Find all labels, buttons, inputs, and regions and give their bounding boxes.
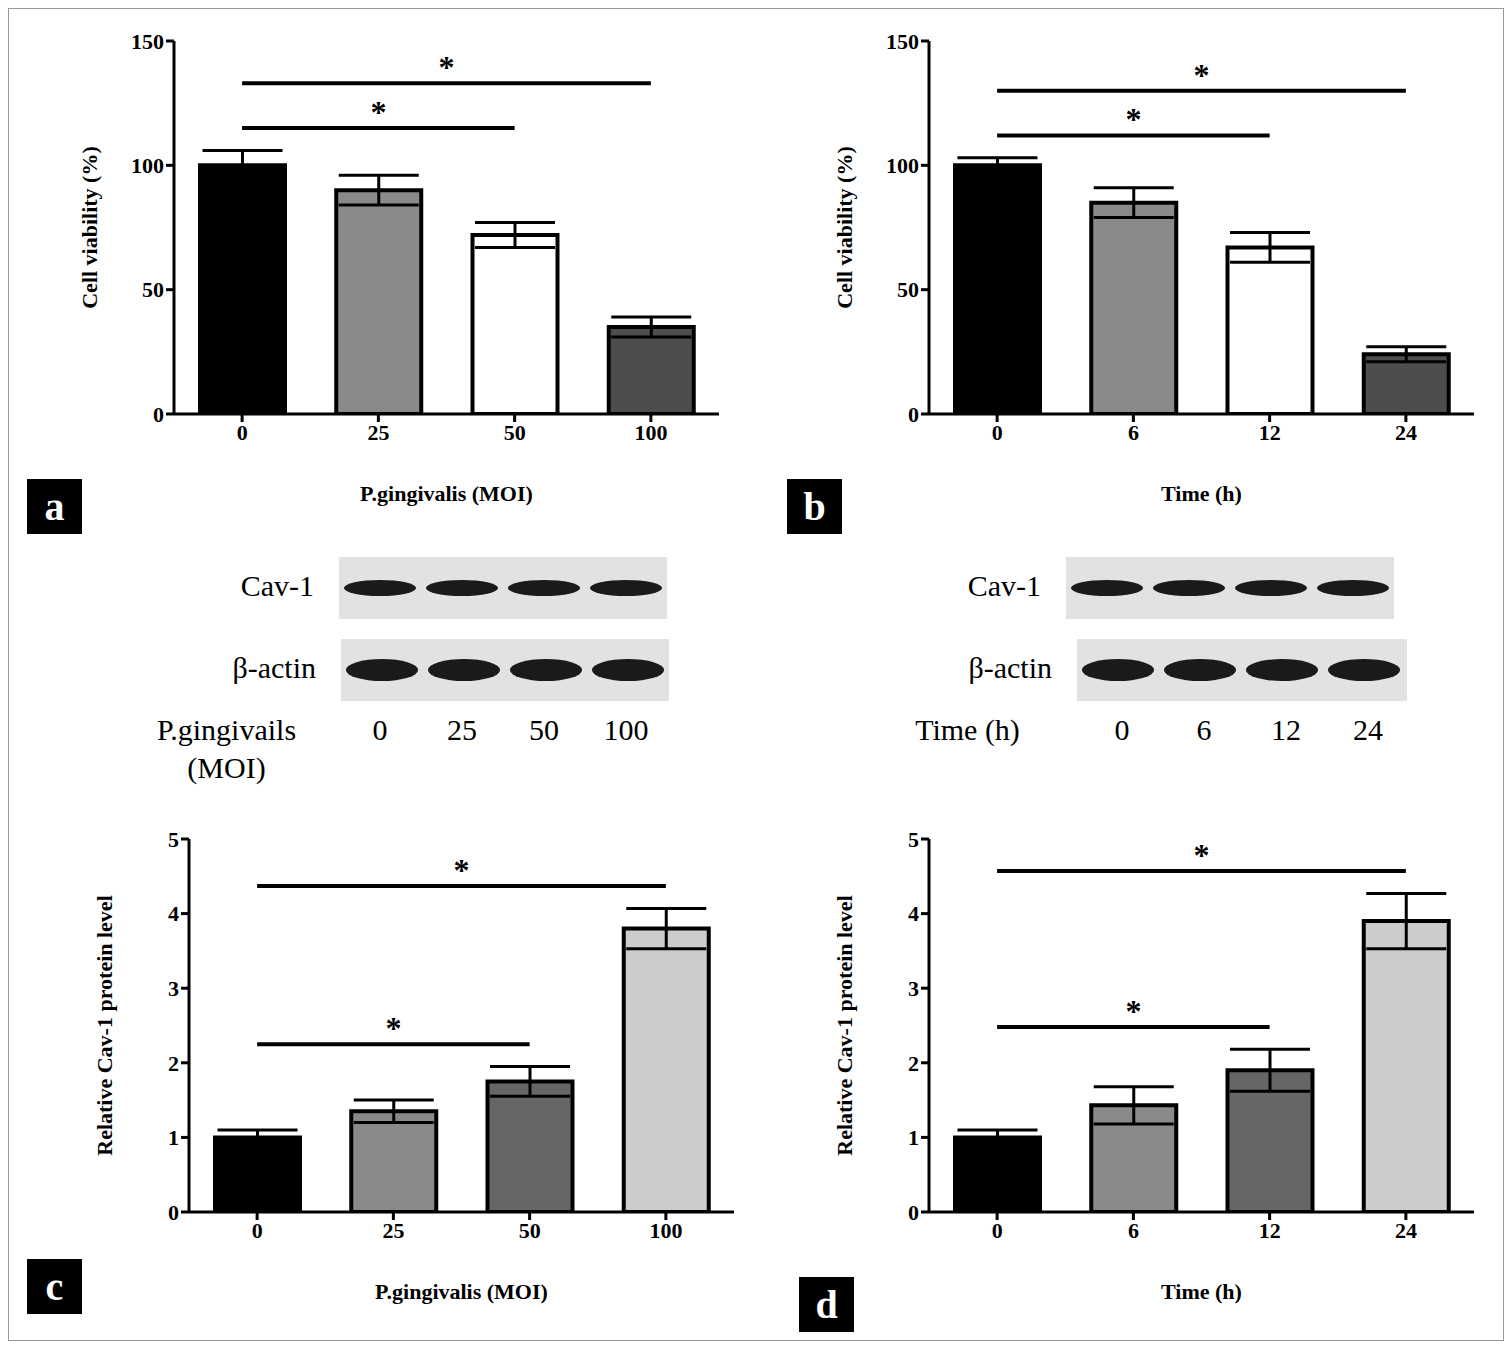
svg-text:P.gingivalis (MOI): P.gingivalis (MOI) <box>375 1279 548 1304</box>
html-text:(MOI): (MOI) <box>187 751 266 784</box>
html-text:b: b <box>803 484 826 529</box>
svg-text:150: 150 <box>131 29 164 54</box>
svg-text:*: * <box>439 49 455 85</box>
html-text:Time (h): Time (h) <box>915 713 1020 746</box>
html-text:50: 50 <box>529 713 559 746</box>
svg-text:50: 50 <box>142 277 164 302</box>
svg-text:Relative Cav-1 protein level: Relative Cav-1 protein level <box>92 895 117 1155</box>
html-text:0: 0 <box>372 713 388 746</box>
html-text:d: d <box>815 1282 838 1327</box>
svg-text:100: 100 <box>649 1218 682 1243</box>
svg-text:1: 1 <box>168 1125 179 1150</box>
svg-text:0: 0 <box>992 420 1003 445</box>
html-text:100: 100 <box>603 713 649 746</box>
svg-text:0: 0 <box>153 402 164 427</box>
svg-text:4: 4 <box>168 901 179 926</box>
svg-text:6: 6 <box>1128 1218 1139 1243</box>
svg-text:24: 24 <box>1395 420 1417 445</box>
svg-text:Time (h): Time (h) <box>1161 481 1242 506</box>
svg-text:0: 0 <box>908 1200 919 1225</box>
svg-text:1: 1 <box>908 1125 919 1150</box>
html-text:6: 6 <box>1196 713 1212 746</box>
svg-text:*: * <box>454 852 470 888</box>
html-text:24: 24 <box>1353 713 1383 746</box>
svg-text:100: 100 <box>634 420 667 445</box>
svg-text:0: 0 <box>237 420 248 445</box>
html-text:25: 25 <box>447 713 477 746</box>
svg-text:50: 50 <box>519 1218 541 1243</box>
svg-text:*: * <box>1194 837 1210 873</box>
html-text:β-actin: β-actin <box>232 651 316 684</box>
svg-text:3: 3 <box>168 976 179 1001</box>
html-text:12: 12 <box>1271 713 1301 746</box>
svg-text:*: * <box>1125 993 1141 1029</box>
svg-text:5: 5 <box>908 827 919 852</box>
svg-text:Cell viability (%): Cell viability (%) <box>832 146 857 309</box>
svg-text:12: 12 <box>1259 420 1281 445</box>
html-text:Cav-1: Cav-1 <box>967 569 1041 602</box>
svg-text:12: 12 <box>1259 1218 1281 1243</box>
html-text:Cav-1: Cav-1 <box>240 569 314 602</box>
svg-text:*: * <box>1194 57 1210 93</box>
svg-text:2: 2 <box>908 1051 919 1076</box>
svg-text:3: 3 <box>908 976 919 1001</box>
svg-text:P.gingivalis (MOI): P.gingivalis (MOI) <box>360 481 533 506</box>
svg-text:50: 50 <box>504 420 526 445</box>
html-text:β-actin: β-actin <box>968 651 1052 684</box>
svg-text:0: 0 <box>252 1218 263 1243</box>
svg-text:24: 24 <box>1395 1218 1417 1243</box>
svg-text:4: 4 <box>908 901 919 926</box>
svg-text:6: 6 <box>1128 420 1139 445</box>
svg-text:25: 25 <box>382 1218 404 1243</box>
html-text:P.gingivails: P.gingivails <box>156 713 297 746</box>
html-text:c: c <box>45 1264 64 1309</box>
svg-text:0: 0 <box>168 1200 179 1225</box>
svg-text:2: 2 <box>168 1051 179 1076</box>
html-text:a: a <box>44 484 65 529</box>
svg-text:*: * <box>370 94 386 130</box>
svg-text:*: * <box>385 1010 401 1046</box>
svg-text:100: 100 <box>886 153 919 178</box>
svg-text:Relative Cav-1 protein level: Relative Cav-1 protein level <box>832 895 857 1155</box>
svg-text:0: 0 <box>992 1218 1003 1243</box>
svg-text:25: 25 <box>367 420 389 445</box>
html-text:0: 0 <box>1114 713 1130 746</box>
svg-text:Cell viability (%): Cell viability (%) <box>77 146 102 309</box>
svg-text:100: 100 <box>131 153 164 178</box>
svg-text:5: 5 <box>168 827 179 852</box>
svg-text:Time (h): Time (h) <box>1161 1279 1242 1304</box>
svg-text:50: 50 <box>897 277 919 302</box>
svg-text:*: * <box>1125 101 1141 137</box>
svg-text:150: 150 <box>886 29 919 54</box>
svg-text:0: 0 <box>908 402 919 427</box>
